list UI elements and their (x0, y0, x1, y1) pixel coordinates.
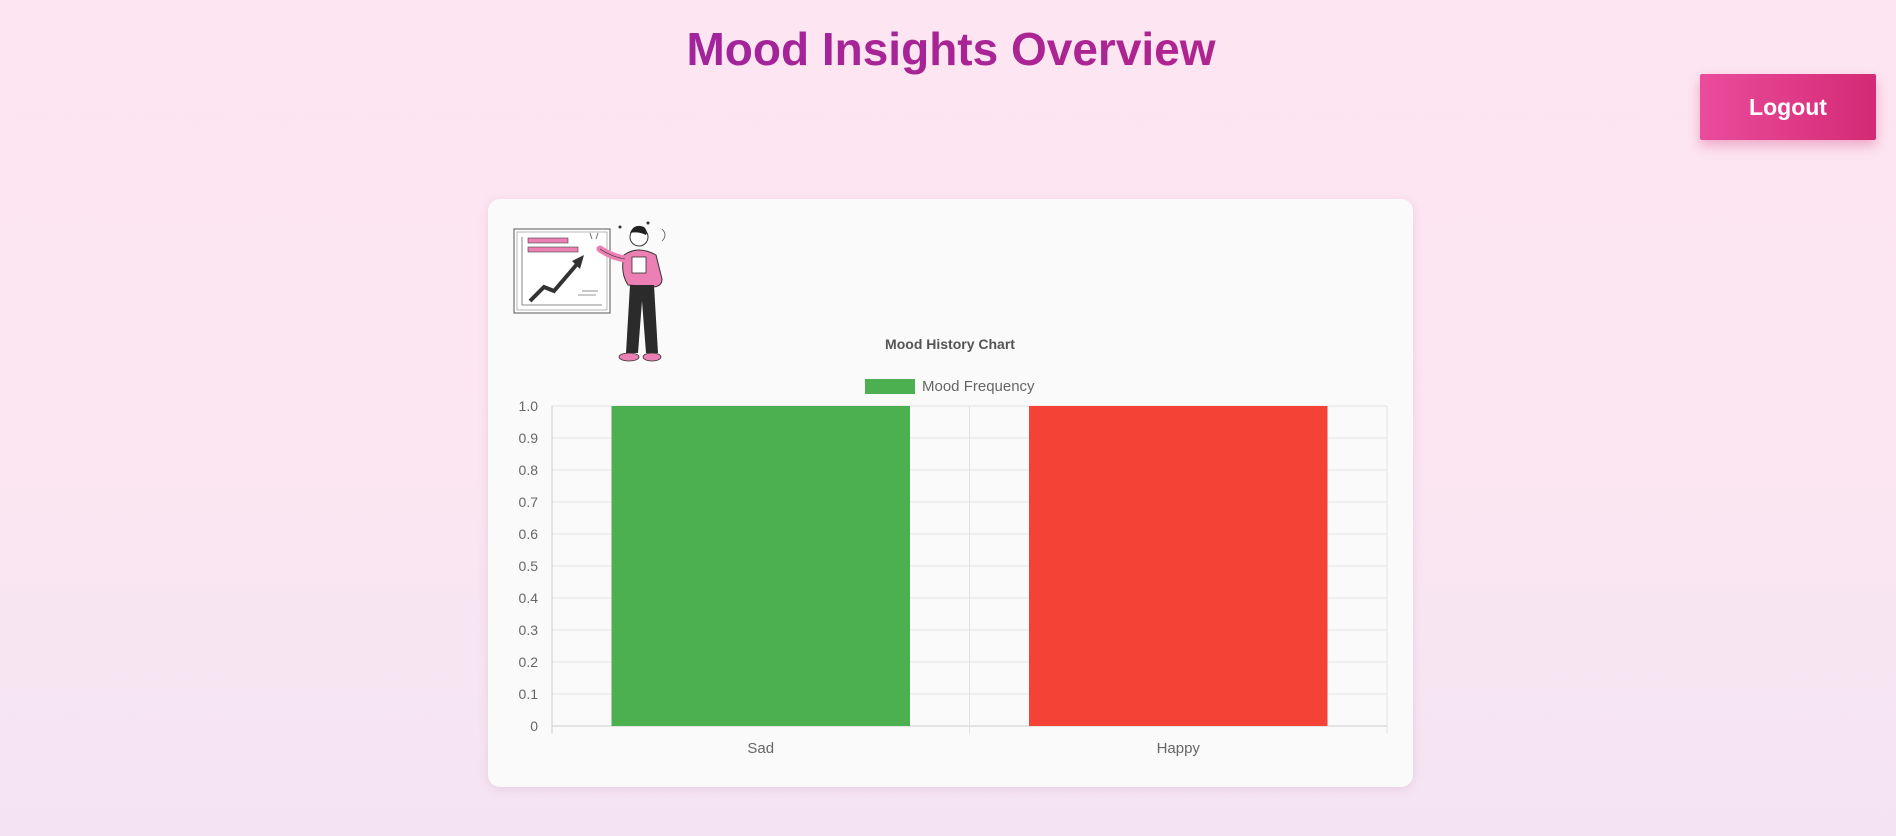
x-tick-label: Happy (1157, 740, 1201, 757)
y-tick-label: 0.9 (519, 430, 539, 446)
bar-happy[interactable] (1028, 406, 1328, 726)
x-tick-label: Sad (747, 740, 774, 757)
bar-sad[interactable] (611, 406, 911, 726)
page-title: Mood Insights Overview (0, 22, 1896, 76)
y-tick-label: 0.3 (519, 622, 539, 638)
y-tick-label: 0.1 (519, 686, 539, 702)
mood-chart: Mood History Chart Mood Frequency 0 0.1 0.… (519, 336, 1388, 757)
presentation-board-icon (513, 228, 611, 314)
y-tick-label: 0.6 (519, 526, 539, 542)
legend-label: Mood Frequency (922, 378, 1035, 395)
y-tick-label: 0 (530, 718, 538, 734)
chart-title: Mood History Chart (885, 336, 1015, 352)
y-tick-label: 0.2 (519, 654, 539, 670)
y-axis-ticks: 0 0.1 0.2 0.3 0.4 0.5 0.6 0.7 0.8 0.9 1.0 (519, 398, 539, 734)
chart-legend: Mood Frequency (865, 378, 1035, 395)
chart-bars (611, 406, 1328, 726)
chart-card: Mood History Chart Mood Frequency 0 0.1 0.… (488, 199, 1413, 787)
y-tick-label: 1.0 (519, 398, 539, 414)
presenter-illustration (513, 221, 666, 362)
y-tick-label: 0.8 (519, 462, 539, 478)
presenter-person-icon (589, 221, 666, 362)
logout-button[interactable]: Logout (1700, 74, 1876, 140)
x-axis-ticks: Sad Happy (747, 740, 1200, 757)
legend-swatch (865, 379, 915, 394)
y-tick-label: 0.4 (519, 590, 539, 606)
y-tick-label: 0.7 (519, 494, 539, 510)
y-tick-label: 0.5 (519, 558, 539, 574)
